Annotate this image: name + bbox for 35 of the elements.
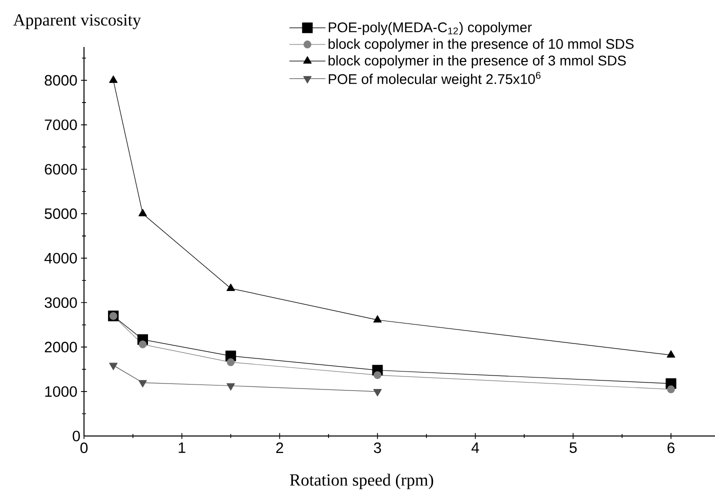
point	[109, 76, 118, 83]
y-tick-label: 7000	[44, 119, 77, 130]
legend-label: POE of molecular weight 2.75x10$^{6}$	[328, 72, 540, 87]
point	[138, 340, 147, 348]
y-tick-label: 6000	[44, 164, 77, 175]
y-tick-label: 5000	[44, 208, 77, 220]
point	[666, 350, 676, 358]
point	[226, 383, 235, 391]
x-tick-label: 6	[668, 442, 674, 454]
y-tick-label: 1000	[45, 386, 77, 397]
legend-label: POE-poly(MEDA-C$_{12}$) copolymer	[328, 22, 532, 36]
point	[109, 362, 118, 370]
point	[374, 371, 382, 379]
y-tick-label: 0	[72, 430, 80, 442]
y-tick-label: 8000	[44, 75, 77, 86]
point	[226, 358, 235, 366]
point	[226, 284, 235, 291]
x-tick-label: 3	[374, 442, 382, 454]
y-tick-label: 4000	[44, 252, 77, 264]
x-tick-label: 2	[276, 442, 284, 453]
point	[373, 388, 382, 396]
legend-label: block copolymer in the presence of 3 mmol SDS	[328, 55, 626, 68]
point	[138, 380, 147, 388]
y-axis-title: Apparent viscosity	[13, 14, 141, 30]
x-tick-label: 1	[178, 442, 186, 453]
x-tick-label: 0	[80, 442, 88, 454]
y-tick-label: 3000	[44, 297, 77, 308]
x-axis-title: Rotation speed (rpm)	[290, 474, 434, 490]
point	[667, 385, 675, 394]
y-tick-label: 2000	[44, 342, 77, 352]
legend-label: block copolymer in the presence of 10 mmol SDS	[328, 38, 634, 52]
x-tick-label: 4	[471, 442, 480, 453]
x-tick-label: 5	[570, 442, 577, 453]
point	[373, 315, 382, 323]
point	[138, 208, 147, 216]
